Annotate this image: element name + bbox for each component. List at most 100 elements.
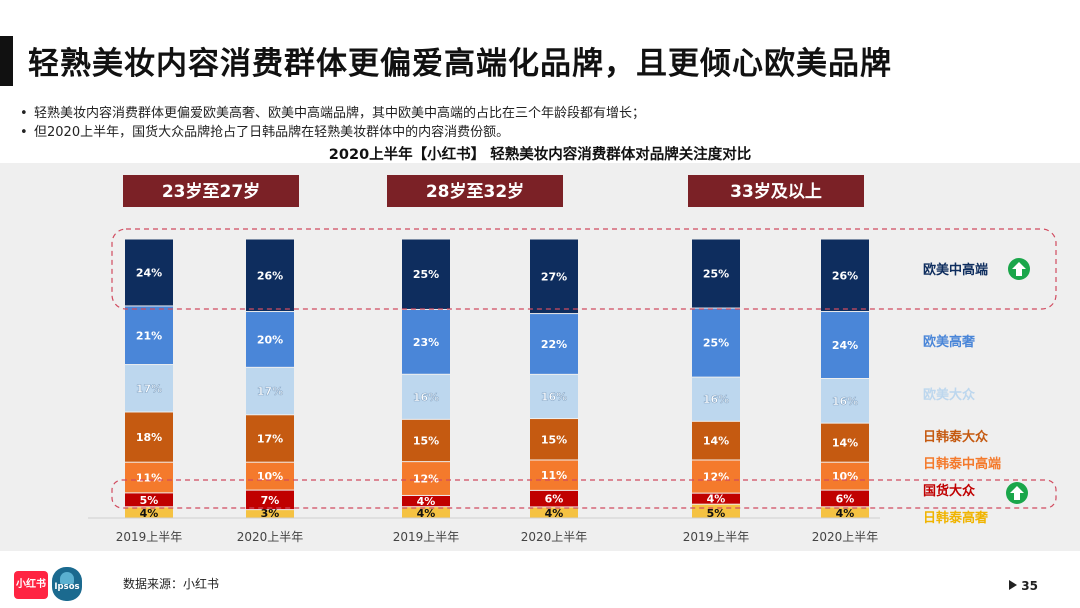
bar-segment xyxy=(821,507,869,518)
age-group-header xyxy=(688,175,864,207)
data-label: 16% xyxy=(541,390,567,403)
data-label: 18% xyxy=(136,431,162,444)
bar-segment xyxy=(125,306,173,365)
bullet-item: • 但2020上半年，国货大众品牌抢占了日韩品牌在轻熟美妆群体中的内容消费份额。 xyxy=(20,123,645,142)
ipsos-logo: Ipsos xyxy=(52,567,82,601)
data-label: 6% xyxy=(836,492,855,505)
legend-label: 欧美大众 xyxy=(923,387,975,403)
x-tick-label: 2020上半年 xyxy=(521,530,588,544)
bar-segment xyxy=(530,419,578,460)
bar-segment xyxy=(125,507,173,518)
bullet-mark: • xyxy=(20,125,28,140)
bar-segment xyxy=(821,379,869,423)
bar-segment xyxy=(530,507,578,518)
bar-segment xyxy=(692,460,740,493)
x-tick-label: 2019上半年 xyxy=(683,530,750,544)
up-arrow-glyph xyxy=(1012,262,1026,276)
x-tick-label: 2020上半年 xyxy=(237,530,304,544)
bullet-item: • 轻熟美妆内容消费群体更偏爱欧美高奢、欧美中高端品牌，其中欧美中高端的占比在三个… xyxy=(20,104,645,123)
bullet-text: 轻熟美妆内容消费群体更偏爱欧美高奢、欧美中高端品牌，其中欧美中高端的占比在三个年… xyxy=(34,106,646,121)
data-label: 27% xyxy=(541,270,567,283)
data-label: 21% xyxy=(136,329,162,342)
bar-segment xyxy=(246,462,294,490)
highlight-box-bottom xyxy=(111,479,1057,509)
x-tick-label: 2019上半年 xyxy=(393,530,460,544)
legend-label: 欧美高奢 xyxy=(923,334,976,350)
data-label: 20% xyxy=(257,333,283,346)
data-label: 11% xyxy=(541,469,567,482)
bar-segment xyxy=(125,365,173,412)
bar-segment xyxy=(821,312,869,378)
x-tick-label: 2020上半年 xyxy=(812,530,879,544)
data-label: 3% xyxy=(261,507,280,520)
data-label: 10% xyxy=(257,470,283,483)
age-group-label: 33岁及以上 xyxy=(730,181,822,202)
bar-segment xyxy=(530,490,578,507)
age-group-label: 23岁至27岁 xyxy=(162,181,260,202)
bar-segment xyxy=(125,412,173,462)
bar-segment xyxy=(692,421,740,460)
data-label: 16% xyxy=(413,391,439,404)
data-label: 22% xyxy=(541,338,567,351)
bar-segment xyxy=(246,312,294,367)
data-label: 15% xyxy=(413,435,439,448)
data-label: 4% xyxy=(417,507,436,520)
data-label: 4% xyxy=(417,495,436,508)
bar-segment xyxy=(402,309,450,374)
bullet-list: • 轻熟美妆内容消费群体更偏爱欧美高奢、欧美中高端品牌，其中欧美中高端的占比在三个… xyxy=(20,104,645,142)
data-label: 11% xyxy=(136,472,162,485)
data-label: 14% xyxy=(832,437,858,450)
bar-segment xyxy=(692,308,740,377)
bar-segment xyxy=(402,239,450,309)
bullet-mark: • xyxy=(20,106,28,121)
age-group-header xyxy=(387,175,563,207)
data-label: 17% xyxy=(257,432,283,445)
data-label: 17% xyxy=(136,382,162,395)
data-label: 25% xyxy=(703,337,729,350)
legend-label: 日韩泰大众 xyxy=(923,429,988,445)
data-label: 6% xyxy=(545,493,564,506)
data-label: 7% xyxy=(261,494,280,507)
data-label: 4% xyxy=(140,507,159,520)
data-label: 4% xyxy=(836,507,855,520)
data-label: 10% xyxy=(832,470,858,483)
age-group-header xyxy=(123,175,299,207)
data-label: 24% xyxy=(832,339,858,352)
title-accent-bar xyxy=(0,36,13,86)
data-label: 24% xyxy=(136,266,162,279)
x-tick-label: 2019上半年 xyxy=(116,530,183,544)
bar-segment xyxy=(821,239,869,312)
data-label: 14% xyxy=(703,435,729,448)
data-label: 16% xyxy=(832,395,858,408)
legend-label: 国货大众 xyxy=(923,483,975,499)
data-label: 26% xyxy=(257,269,283,282)
play-arrow-icon xyxy=(1009,580,1017,590)
legend-label: 日韩泰中高端 xyxy=(923,456,1001,472)
xiaohongshu-logo: 小红书 xyxy=(14,571,48,599)
bar-segment xyxy=(246,239,294,312)
data-label: 4% xyxy=(707,493,726,506)
bar-segment xyxy=(246,367,294,415)
bar-segment xyxy=(692,239,740,308)
bar-segment xyxy=(402,419,450,462)
age-group-label: 28岁至32岁 xyxy=(426,181,524,202)
page-number: 35 xyxy=(1021,579,1038,593)
bar-segment xyxy=(530,374,578,419)
bar-segment xyxy=(821,490,869,507)
bar-segment xyxy=(246,415,294,462)
data-label: 12% xyxy=(703,471,729,484)
up-arrow-glyph xyxy=(1010,486,1024,500)
data-label: 23% xyxy=(413,336,439,349)
bar-segment xyxy=(125,239,173,306)
legend-label: 日韩泰高奢 xyxy=(923,510,989,526)
data-label: 26% xyxy=(832,269,858,282)
bar-segment xyxy=(125,462,173,493)
bar-segment xyxy=(246,510,294,518)
bullet-text: 但2020上半年，国货大众品牌抢占了日韩品牌在轻熟美妆群体中的内容消费份额。 xyxy=(34,125,510,140)
data-label: 17% xyxy=(257,385,283,398)
bar-segment xyxy=(530,239,578,314)
bar-segment xyxy=(530,314,578,374)
bar-segment xyxy=(246,490,294,510)
data-label: 16% xyxy=(703,393,729,406)
